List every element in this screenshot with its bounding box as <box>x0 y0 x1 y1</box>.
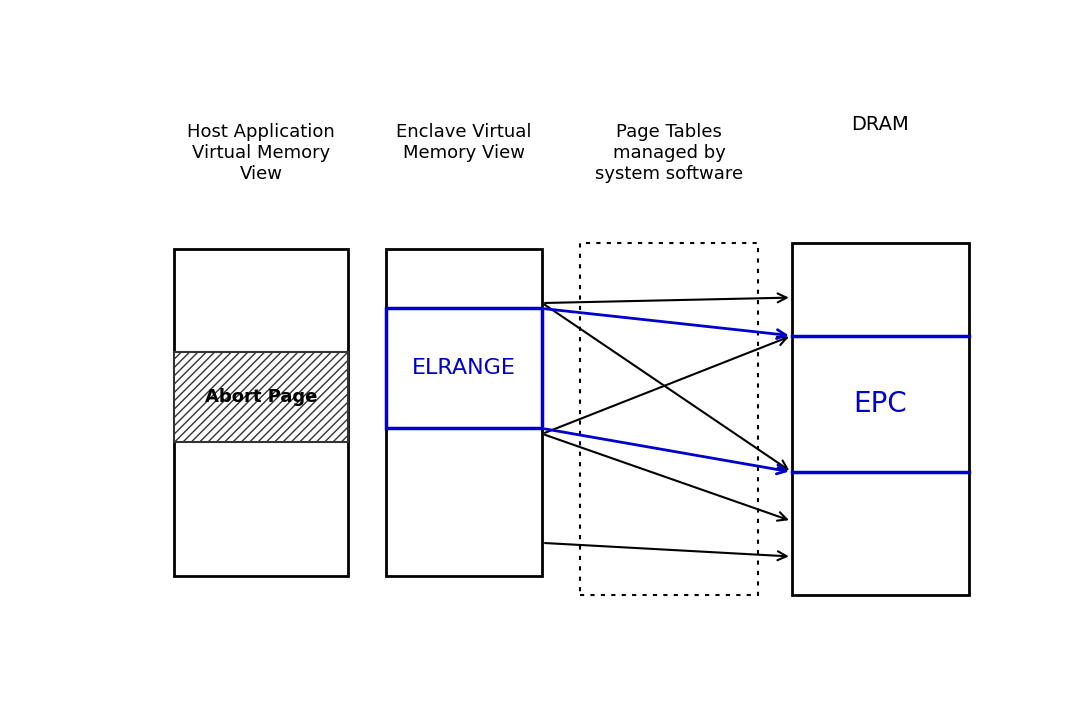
Text: Page Tables
managed by
system software: Page Tables managed by system software <box>595 123 743 183</box>
Bar <box>792 243 969 595</box>
Text: DRAM: DRAM <box>852 115 909 134</box>
Text: Host Application
Virtual Memory
View: Host Application Virtual Memory View <box>188 123 335 183</box>
Text: EPC: EPC <box>853 390 908 418</box>
Bar <box>175 352 348 442</box>
Text: Enclave Virtual
Memory View: Enclave Virtual Memory View <box>396 123 531 162</box>
Bar <box>386 309 542 428</box>
Text: Abort Page: Abort Page <box>205 388 317 406</box>
Bar <box>175 249 348 576</box>
Text: ELRANGE: ELRANGE <box>412 358 516 379</box>
Bar <box>580 243 758 595</box>
Bar <box>386 249 542 576</box>
